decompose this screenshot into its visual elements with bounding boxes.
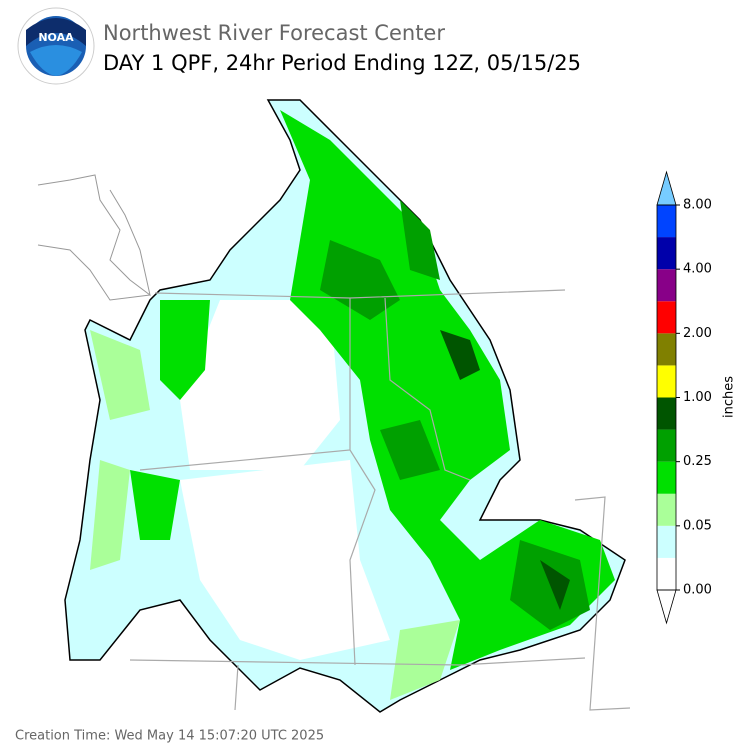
colorbar-segment: [657, 237, 676, 270]
map: [37, 99, 631, 713]
colorbar-tick-label: 1.00: [683, 390, 712, 405]
colorbar-segment: [657, 205, 676, 238]
noaa-logo: NOAA: [17, 7, 95, 85]
colorbar-tick-label: 0.00: [683, 583, 712, 598]
agency-title: Northwest River Forecast Center: [103, 21, 445, 45]
colorbar-segment: [657, 493, 676, 526]
colorbar-segment: [657, 429, 676, 462]
colorbar-tick-label: 0.25: [683, 454, 712, 469]
colorbar-segment: [657, 365, 676, 398]
colorbar-under: [656, 589, 677, 625]
logo-text: NOAA: [38, 31, 74, 44]
colorbar-tick-label: 0.05: [683, 518, 712, 533]
colorbar-tick-label: 4.00: [683, 262, 712, 277]
colorbar-tick-label: 8.00: [683, 198, 712, 213]
colorbar-segment: [657, 557, 676, 590]
colorbar: 0.00 0.05 0.25 1.00 2.00 4.00 8.00: [656, 170, 712, 625]
colorbar-segment: [657, 269, 676, 302]
colorbar-segment: [657, 301, 676, 334]
map-title: DAY 1 QPF, 24hr Period Ending 12Z, 05/15…: [103, 51, 581, 75]
colorbar-segment: [657, 525, 676, 558]
colorbar-tick-label: 2.00: [683, 326, 712, 341]
colorbar-segment: [657, 333, 676, 366]
colorbar-segment: [657, 397, 676, 430]
colorbar-segment: [657, 461, 676, 494]
colorbar-over: [656, 170, 677, 206]
creation-time: Creation Time: Wed May 14 15:07:20 UTC 2…: [15, 729, 324, 744]
colorbar-label: inches: [722, 376, 737, 418]
